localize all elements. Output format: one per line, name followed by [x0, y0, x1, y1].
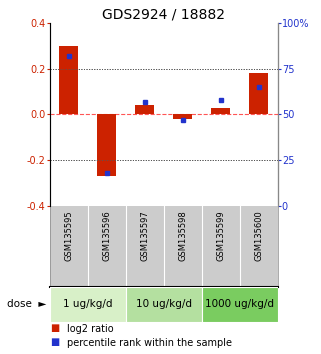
- Text: GSM135599: GSM135599: [216, 210, 225, 261]
- Bar: [202, 287, 278, 322]
- Text: GSM135600: GSM135600: [254, 210, 263, 261]
- Text: ■: ■: [50, 323, 59, 333]
- Text: GSM135597: GSM135597: [140, 210, 149, 261]
- Bar: [173, 114, 192, 119]
- Text: ■: ■: [50, 337, 59, 347]
- Text: 1000 ug/kg/d: 1000 ug/kg/d: [205, 299, 274, 309]
- Text: GSM135598: GSM135598: [178, 210, 187, 261]
- Text: GSM135596: GSM135596: [102, 210, 111, 261]
- Text: dose  ►: dose ►: [7, 299, 47, 309]
- Bar: [249, 73, 268, 114]
- Text: GSM135595: GSM135595: [64, 210, 73, 261]
- Bar: [59, 46, 78, 114]
- Bar: [126, 287, 202, 322]
- Bar: [97, 114, 116, 176]
- Text: percentile rank within the sample: percentile rank within the sample: [67, 338, 232, 348]
- Text: 1 ug/kg/d: 1 ug/kg/d: [63, 299, 112, 309]
- Bar: [50, 287, 126, 322]
- Bar: [135, 105, 154, 114]
- Text: 10 ug/kg/d: 10 ug/kg/d: [136, 299, 192, 309]
- Title: GDS2924 / 18882: GDS2924 / 18882: [102, 8, 225, 22]
- Text: log2 ratio: log2 ratio: [67, 324, 114, 334]
- Bar: [211, 108, 230, 114]
